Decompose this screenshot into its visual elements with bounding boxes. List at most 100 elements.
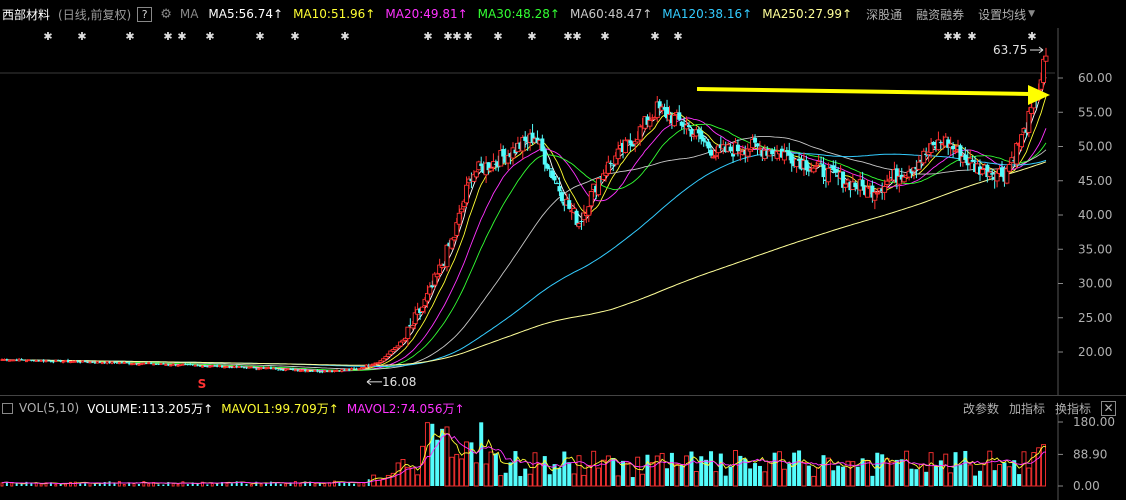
candlestick[interactable] <box>255 368 258 371</box>
candlestick[interactable] <box>186 363 189 366</box>
candlestick[interactable] <box>286 368 290 371</box>
volume-bar[interactable] <box>498 475 504 487</box>
candlestick[interactable] <box>252 366 255 369</box>
volume-bar[interactable] <box>772 452 777 486</box>
candlestick[interactable] <box>444 243 450 272</box>
volume-bar[interactable] <box>424 422 430 487</box>
event-marker-icon[interactable]: ✱ <box>43 30 52 43</box>
candlestick[interactable] <box>687 121 692 131</box>
volume-bar[interactable] <box>557 467 562 486</box>
candlestick[interactable] <box>439 263 445 270</box>
volume-bar[interactable] <box>444 426 450 487</box>
candlestick[interactable] <box>313 369 317 372</box>
candlestick[interactable] <box>931 141 936 146</box>
candlestick[interactable] <box>770 148 775 162</box>
volume-bar[interactable] <box>836 465 841 486</box>
event-marker-icon[interactable]: ✱ <box>177 30 186 43</box>
event-marker-icon[interactable]: ✱ <box>952 30 961 43</box>
volume-bar[interactable] <box>797 450 802 486</box>
candlestick[interactable] <box>221 365 224 368</box>
volume-bar[interactable] <box>405 466 411 487</box>
volume-bar[interactable] <box>435 439 440 486</box>
candlestick[interactable] <box>804 155 809 175</box>
volume-bar[interactable] <box>567 462 572 486</box>
candlestick[interactable] <box>0 358 4 362</box>
volume-bar[interactable] <box>645 454 650 486</box>
volume-bar[interactable] <box>586 465 592 487</box>
sell-signal-marker[interactable]: S <box>198 377 207 391</box>
candlestick[interactable] <box>701 135 706 147</box>
volume-bar[interactable] <box>488 451 494 487</box>
volume-bar[interactable] <box>30 483 33 486</box>
volume-bar[interactable] <box>605 455 611 487</box>
candlestick[interactable] <box>311 370 314 372</box>
candlestick[interactable] <box>91 361 94 364</box>
volume-bar[interactable] <box>850 461 856 487</box>
candlestick[interactable] <box>935 131 941 152</box>
candlestick[interactable] <box>819 156 824 165</box>
volume-bar[interactable] <box>547 474 552 486</box>
hk-connect-link[interactable]: 深股通 <box>866 7 903 22</box>
candlestick[interactable] <box>164 363 168 366</box>
candlestick[interactable] <box>811 166 817 174</box>
candlestick[interactable] <box>333 369 336 373</box>
volume-bar[interactable] <box>39 483 43 487</box>
volume-bar[interactable] <box>469 442 474 486</box>
volume-bar[interactable] <box>430 423 435 486</box>
volume-bar[interactable] <box>255 481 258 486</box>
volume-bar[interactable] <box>899 459 904 486</box>
volume-bar[interactable] <box>811 475 817 487</box>
volume-bar[interactable] <box>640 473 646 487</box>
candlestick[interactable] <box>328 369 332 373</box>
candlestick[interactable] <box>120 361 123 364</box>
volume-bar[interactable] <box>933 465 938 486</box>
candlestick[interactable] <box>611 164 616 172</box>
volume-bar[interactable] <box>415 474 421 487</box>
ma-settings-button[interactable]: 设置均线 <box>978 7 1027 22</box>
volume-bar[interactable] <box>362 482 366 487</box>
candlestick[interactable] <box>970 155 975 163</box>
candlestick[interactable] <box>951 141 956 158</box>
volume-bar[interactable] <box>953 452 958 486</box>
close-icon[interactable]: ✕ <box>1101 400 1116 416</box>
volume-bar[interactable] <box>679 465 684 486</box>
candlestick[interactable] <box>5 358 8 362</box>
candlestick[interactable] <box>44 359 48 363</box>
candlestick[interactable] <box>860 171 865 191</box>
volume-bar[interactable] <box>777 451 782 487</box>
volume-bar[interactable] <box>992 470 997 486</box>
candlestick[interactable] <box>67 358 70 364</box>
volume-bar[interactable] <box>757 465 762 486</box>
volume-bar[interactable] <box>338 482 341 486</box>
volume-bar[interactable] <box>196 483 199 486</box>
volume-bar[interactable] <box>245 483 248 486</box>
candlestick[interactable] <box>709 145 714 159</box>
volume-bar[interactable] <box>928 452 934 487</box>
candlestick[interactable] <box>199 365 202 367</box>
event-marker-icon[interactable]: ✱ <box>423 30 432 43</box>
candlestick[interactable] <box>353 367 356 370</box>
candlestick[interactable] <box>196 364 199 367</box>
candlestick[interactable] <box>928 137 934 159</box>
candlestick[interactable] <box>282 369 285 371</box>
event-marker-icon[interactable]: ✱ <box>125 30 134 43</box>
volume-bar[interactable] <box>513 451 518 486</box>
candlestick[interactable] <box>103 361 106 364</box>
volume-bar[interactable] <box>225 482 229 487</box>
candlestick[interactable] <box>293 369 297 372</box>
volume-bar[interactable] <box>723 475 728 486</box>
candlestick[interactable] <box>269 366 272 370</box>
candlestick[interactable] <box>789 152 794 172</box>
candlestick[interactable] <box>34 359 38 362</box>
candlestick[interactable] <box>150 362 153 365</box>
candlestick[interactable] <box>821 157 826 185</box>
candlestick[interactable] <box>17 357 21 362</box>
event-marker-icon[interactable]: ✱ <box>255 30 264 43</box>
candlestick[interactable] <box>1014 141 1020 169</box>
volume-bar[interactable] <box>669 452 674 486</box>
volume-bar[interactable] <box>464 441 469 487</box>
volume-bar[interactable] <box>440 428 445 486</box>
candlestick[interactable] <box>125 362 128 364</box>
candlestick[interactable] <box>362 367 366 370</box>
candlestick[interactable] <box>316 369 319 373</box>
